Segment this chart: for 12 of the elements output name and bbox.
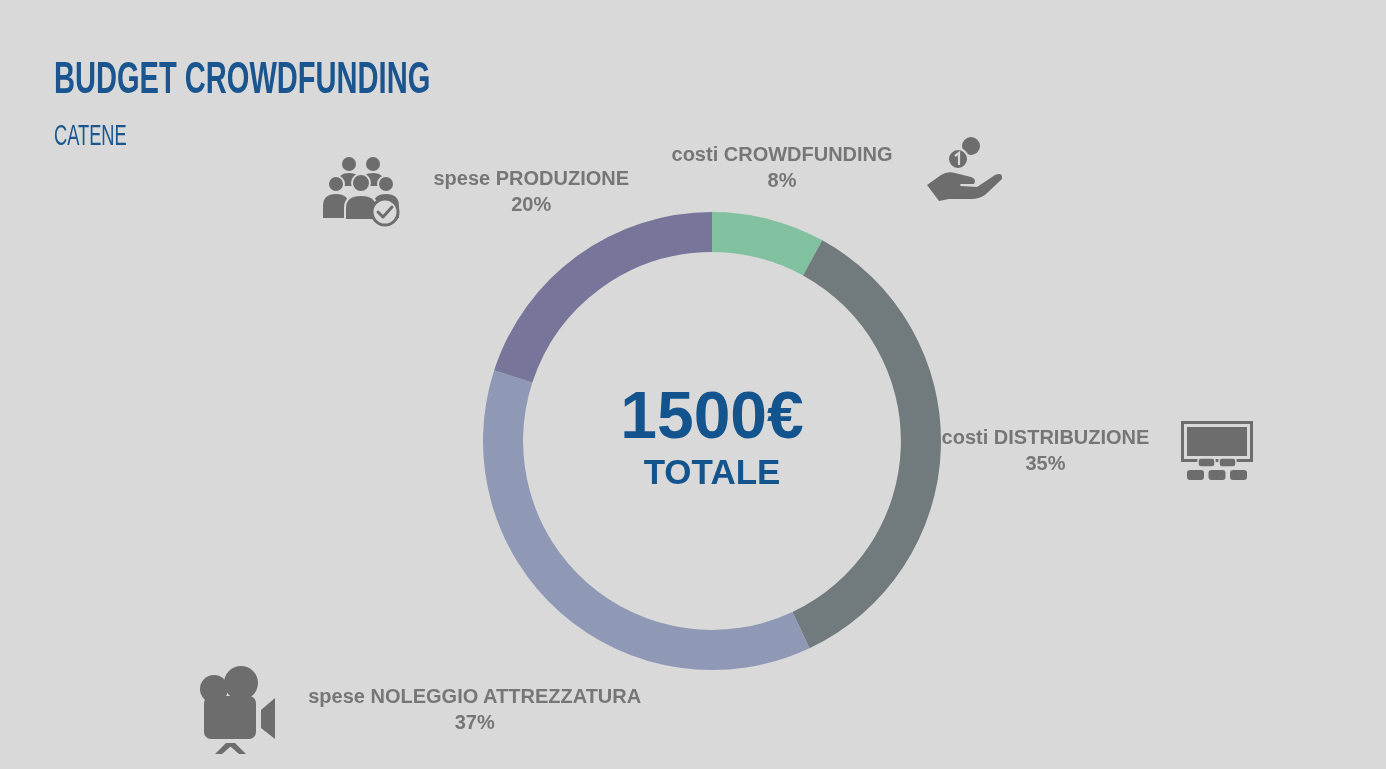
slice-label: costi DISTRIBUZIONE	[941, 426, 1150, 448]
data-label: 35%	[1025, 452, 1066, 474]
slice-label: spese NOLEGGIO ATTREZZATURA	[308, 684, 642, 707]
slice-label: costi CROWDFUNDING	[671, 142, 893, 165]
slice-label: spese PRODUZIONE	[433, 166, 630, 189]
text: TOTALE	[643, 452, 781, 491]
chart-subtitle: CATENE	[54, 119, 127, 151]
data-label: 8%	[767, 168, 797, 191]
data-label: 20%	[511, 192, 552, 215]
data-label: 37%	[454, 710, 495, 733]
text: 1500€	[620, 378, 804, 452]
chart-title: BUDGET CROWDFUNDING	[54, 52, 431, 103]
